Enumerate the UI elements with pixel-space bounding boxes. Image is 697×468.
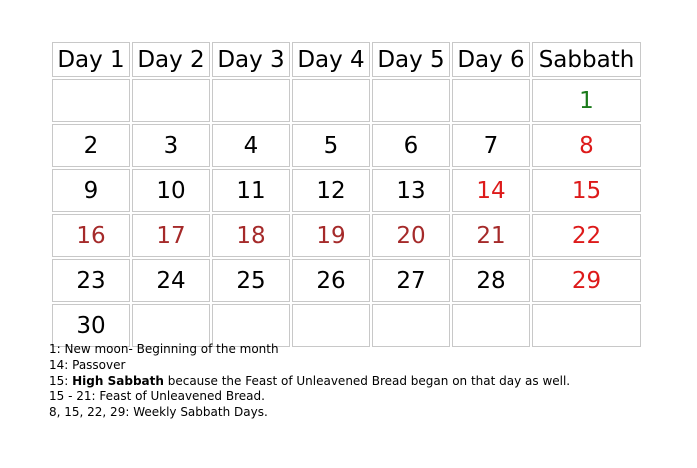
day-cell: 8 bbox=[532, 124, 641, 167]
header-day-2: Day 2 bbox=[132, 42, 210, 77]
empty-cell bbox=[212, 79, 290, 122]
note-high-sabbath-bold: High Sabbath bbox=[72, 373, 164, 388]
header-day-1: Day 1 bbox=[52, 42, 130, 77]
day-cell: 13 bbox=[372, 169, 450, 212]
header-day-5: Day 5 bbox=[372, 42, 450, 77]
week-row: 9 10 11 12 13 14 15 bbox=[52, 169, 641, 212]
day-cell: 28 bbox=[452, 259, 530, 302]
week-row: 16 17 18 19 20 21 22 bbox=[52, 214, 641, 257]
header-day-4: Day 4 bbox=[292, 42, 370, 77]
empty-cell bbox=[292, 79, 370, 122]
header-row: Day 1 Day 2 Day 3 Day 4 Day 5 Day 6 Sabb… bbox=[52, 42, 641, 77]
notes: 1: New moon- Beginning of the month 14: … bbox=[49, 342, 570, 421]
header-day-3: Day 3 bbox=[212, 42, 290, 77]
empty-cell bbox=[372, 79, 450, 122]
week-row: 23 24 25 26 27 28 29 bbox=[52, 259, 641, 302]
day-cell: 27 bbox=[372, 259, 450, 302]
empty-cell bbox=[132, 79, 210, 122]
note-new-moon: 1: New moon- Beginning of the month bbox=[49, 342, 279, 356]
empty-cell bbox=[52, 79, 130, 122]
empty-cell bbox=[212, 304, 290, 347]
day-cell: 17 bbox=[132, 214, 210, 257]
day-cell: 21 bbox=[452, 214, 530, 257]
day-cell: 6 bbox=[372, 124, 450, 167]
note-high-sabbath-rest: because the Feast of Unleavened Bread be… bbox=[163, 373, 571, 388]
day-cell: 10 bbox=[132, 169, 210, 212]
empty-cell bbox=[372, 304, 450, 347]
day-cell: 30 bbox=[52, 304, 130, 347]
empty-cell bbox=[132, 304, 210, 347]
day-cell: 26 bbox=[292, 259, 370, 302]
header-day-6: Day 6 bbox=[452, 42, 530, 77]
day-cell: 7 bbox=[452, 124, 530, 167]
day-cell: 12 bbox=[292, 169, 370, 212]
day-cell: 29 bbox=[532, 259, 641, 302]
day-cell: 11 bbox=[212, 169, 290, 212]
day-cell: 24 bbox=[132, 259, 210, 302]
day-cell: 25 bbox=[212, 259, 290, 302]
empty-cell bbox=[532, 304, 641, 347]
note-unleavened-bread: 15 - 21: Feast of Unleavened Bread. bbox=[49, 389, 265, 404]
day-cell: 1 bbox=[532, 79, 641, 122]
day-cell: 5 bbox=[292, 124, 370, 167]
header-sabbath: Sabbath bbox=[532, 42, 641, 77]
day-cell: 20 bbox=[372, 214, 450, 257]
day-cell: 16 bbox=[52, 214, 130, 257]
day-cell: 9 bbox=[52, 169, 130, 212]
note-weekly-sabbaths: 8, 15, 22, 29: Weekly Sabbath Days. bbox=[49, 405, 268, 420]
week-row: 30 bbox=[52, 304, 641, 347]
day-cell: 22 bbox=[532, 214, 641, 257]
day-cell: 2 bbox=[52, 124, 130, 167]
day-cell: 18 bbox=[212, 214, 290, 257]
week-row: 1 bbox=[52, 79, 641, 122]
day-cell: 19 bbox=[292, 214, 370, 257]
day-cell: 3 bbox=[132, 124, 210, 167]
empty-cell bbox=[452, 79, 530, 122]
empty-cell bbox=[452, 304, 530, 347]
note-high-sabbath-prefix: 15: bbox=[49, 373, 73, 388]
note-high-sabbath: 15: High Sabbath because the Feast of Un… bbox=[49, 374, 570, 390]
day-cell: 4 bbox=[212, 124, 290, 167]
calendar-body: 1 2 3 4 5 6 7 8 9 10 11 12 13 14 15 16 17 18 19 20 21 22 23 24 2… bbox=[52, 79, 641, 347]
note-passover: 14: Passover bbox=[49, 357, 126, 372]
day-cell: 15 bbox=[532, 169, 641, 212]
calendar-table: Day 1 Day 2 Day 3 Day 4 Day 5 Day 6 Sabb… bbox=[50, 40, 643, 349]
day-cell: 14 bbox=[452, 169, 530, 212]
empty-cell bbox=[292, 304, 370, 347]
day-cell: 23 bbox=[52, 259, 130, 302]
